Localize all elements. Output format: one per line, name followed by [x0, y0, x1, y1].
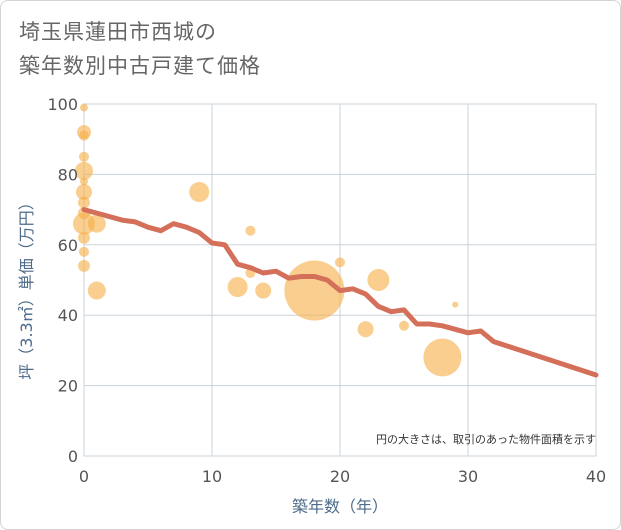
y-tick-label: 40 — [58, 306, 78, 325]
data-bubble — [423, 338, 462, 377]
x-tick-label: 40 — [586, 467, 606, 486]
data-bubble — [78, 259, 90, 272]
data-bubble — [452, 301, 459, 308]
x-tick-label: 0 — [79, 467, 89, 486]
grid-lines — [83, 103, 597, 457]
x-axis-label: 築年数（年） — [292, 497, 388, 516]
data-bubble — [245, 225, 256, 236]
tick-labels: 0 10 20 30 40 0 20 40 60 80 100 — [47, 95, 606, 486]
data-bubble — [78, 196, 90, 209]
data-bubble — [399, 320, 409, 331]
size-note: 円の大きさは、取引のあった物件面積を示す — [376, 432, 596, 446]
data-bubble — [79, 130, 89, 141]
data-bubble — [76, 184, 92, 200]
trend-line-layer — [81, 207, 599, 378]
y-axis-label: 坪（3.3㎡）単価（万円） — [17, 194, 36, 379]
data-bubble — [73, 212, 95, 235]
y-tick-label: 20 — [58, 377, 78, 396]
x-tick-label: 10 — [202, 467, 222, 486]
data-bubble — [80, 103, 88, 112]
data-bubble — [255, 282, 272, 299]
data-bubble — [87, 214, 106, 233]
data-bubble — [79, 151, 89, 162]
data-bubble — [335, 257, 345, 268]
y-tick-label: 60 — [58, 236, 78, 255]
data-bubble — [75, 161, 93, 180]
data-bubble — [189, 182, 210, 202]
data-bubble — [227, 277, 248, 298]
x-tick-label: 20 — [330, 467, 350, 486]
chart-title-line1: 埼玉県蓮田市西城の — [19, 20, 217, 44]
x-tick-label: 30 — [458, 467, 478, 486]
data-bubble — [80, 177, 88, 186]
data-bubble — [78, 231, 90, 244]
data-bubble — [284, 260, 345, 321]
data-bubble — [87, 281, 106, 300]
y-tick-label: 80 — [58, 165, 78, 184]
y-tick-label: 100 — [47, 95, 78, 114]
trend-line — [81, 207, 599, 378]
data-bubble — [79, 246, 89, 257]
y-tick-label: 0 — [68, 447, 78, 466]
bubble-layer — [73, 103, 462, 377]
data-bubble — [357, 321, 374, 338]
data-bubble — [367, 269, 390, 291]
chart-title-line2: 築年数別中古戸建て価格 — [19, 54, 261, 78]
